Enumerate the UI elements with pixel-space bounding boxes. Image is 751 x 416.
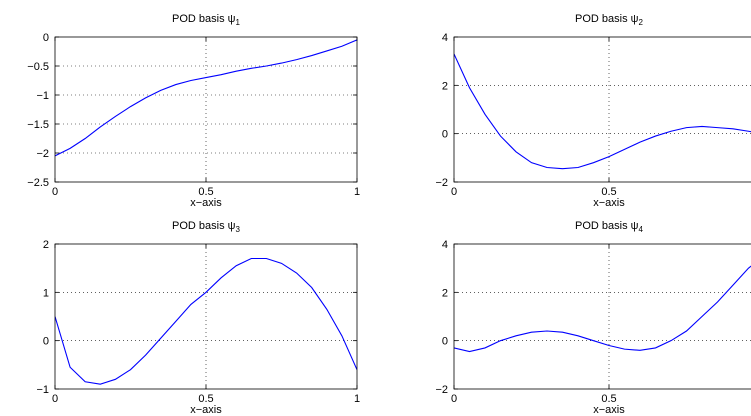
series-line	[454, 53, 751, 170]
x-axis-label: x−axis	[593, 197, 625, 209]
y-tick-label: −2	[36, 148, 49, 160]
y-tick-label: −0.5	[27, 61, 49, 73]
subplot-title: POD basis ψ1	[172, 13, 240, 27]
x-axis-label: x−axis	[190, 197, 222, 209]
subplot-title: POD basis ψ4	[575, 220, 643, 234]
subplot-title-text: POD basis ψ	[172, 13, 236, 25]
y-tick-label: 2	[442, 80, 448, 92]
y-tick-label: 2	[43, 239, 49, 251]
subplot-title-text: POD basis ψ	[172, 220, 236, 232]
subplot-title: POD basis ψ2	[575, 13, 643, 27]
y-tick-label: −1	[36, 90, 49, 102]
subplot-title-text: POD basis ψ	[575, 220, 639, 232]
plot-area	[454, 244, 751, 389]
y-tick-label: 0	[43, 336, 49, 348]
x-tick-label: 0.5	[601, 393, 616, 405]
y-tick-label: −1	[36, 384, 49, 396]
x-axis-label: x−axis	[190, 404, 222, 416]
x-tick-label: 0.5	[198, 186, 213, 198]
x-tick-label: 0	[451, 393, 457, 405]
subplot-title-subscript: 3	[236, 225, 241, 234]
x-tick-label: 0.5	[198, 393, 213, 405]
y-tick-label: 0	[442, 129, 448, 141]
plot-area	[454, 37, 751, 182]
y-tick-label: 0	[442, 336, 448, 348]
series-line	[454, 265, 751, 353]
y-tick-label: 4	[442, 239, 448, 251]
x-tick-label: 0.5	[601, 186, 616, 198]
y-tick-label: 4	[442, 32, 448, 44]
x-tick-label: 0	[52, 186, 58, 198]
subplot-title-subscript: 1	[236, 18, 241, 27]
series-line	[55, 39, 357, 157]
y-tick-label: 2	[442, 287, 448, 299]
x-tick-label: 1	[354, 186, 360, 198]
x-tick-label: 0	[52, 393, 58, 405]
x-tick-label: 0	[451, 186, 457, 198]
subplot-title-subscript: 4	[639, 225, 644, 234]
series-line	[55, 257, 357, 385]
y-tick-label: −1.5	[27, 119, 49, 131]
subplot-title: POD basis ψ3	[172, 220, 240, 234]
y-tick-label: 0	[43, 32, 49, 44]
x-tick-label: 1	[354, 393, 360, 405]
y-tick-label: 1	[43, 287, 49, 299]
y-tick-label: −2.5	[27, 177, 49, 189]
subplot-title-text: POD basis ψ	[575, 13, 639, 25]
x-axis-label: x−axis	[593, 404, 625, 416]
y-tick-label: −2	[435, 384, 448, 396]
y-tick-label: −2	[435, 177, 448, 189]
subplot-title-subscript: 2	[639, 18, 644, 27]
